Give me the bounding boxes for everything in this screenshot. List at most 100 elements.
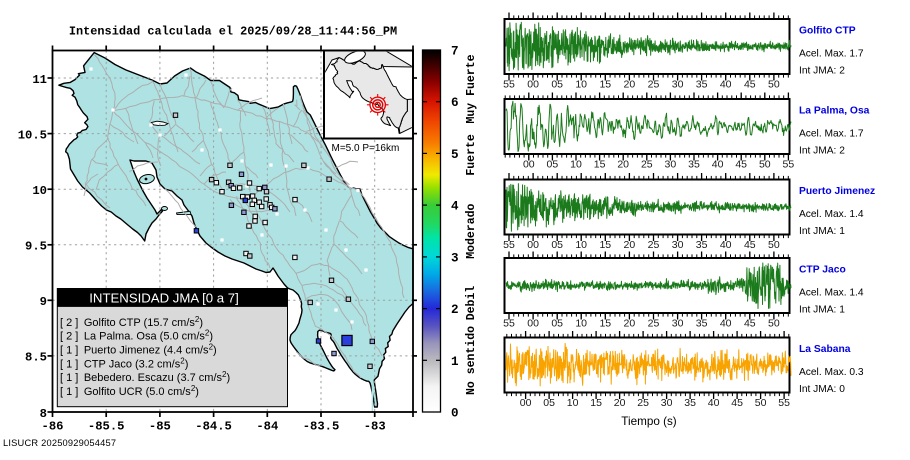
svg-text:55: 55 xyxy=(503,318,515,330)
svg-text:3: 3 xyxy=(451,251,459,265)
svg-text:La Sabana: La Sabana xyxy=(799,344,851,355)
svg-text:Int JMA: 2: Int JMA: 2 xyxy=(799,145,845,156)
svg-text:25: 25 xyxy=(637,397,649,409)
svg-text:30: 30 xyxy=(665,159,677,171)
svg-text:25: 25 xyxy=(641,159,653,171)
svg-text:Muy Fuerte: Muy Fuerte xyxy=(465,54,478,123)
svg-text:Golfito CTP: Golfito CTP xyxy=(799,25,856,36)
svg-text:05: 05 xyxy=(551,79,563,91)
svg-text:50: 50 xyxy=(755,397,767,409)
svg-text:Acel. Max. 1.4: Acel. Max. 1.4 xyxy=(799,288,864,299)
svg-text:45: 45 xyxy=(731,397,743,409)
svg-text:-86: -86 xyxy=(42,420,64,434)
svg-text:-83: -83 xyxy=(364,420,386,434)
svg-text:Int JMA: 1: Int JMA: 1 xyxy=(799,304,845,315)
svg-text:20: 20 xyxy=(617,159,629,171)
svg-text:-84.5: -84.5 xyxy=(195,420,232,434)
svg-text:0: 0 xyxy=(451,407,459,421)
svg-text:45: 45 xyxy=(735,159,747,171)
svg-text:50: 50 xyxy=(768,79,780,91)
svg-text:[ 1 ] Bebedero. Escazu (3.7 cm: [ 1 ] Bebedero. Escazu (3.7 cm/s2) xyxy=(60,370,230,384)
svg-text:20: 20 xyxy=(624,318,636,330)
svg-text:40: 40 xyxy=(708,397,720,409)
svg-text:25: 25 xyxy=(648,318,660,330)
svg-text:00: 00 xyxy=(520,397,532,409)
svg-text:05: 05 xyxy=(551,239,563,251)
svg-text:50: 50 xyxy=(759,159,771,171)
svg-text:8: 8 xyxy=(40,407,47,421)
svg-text:Fuerte: Fuerte xyxy=(465,134,478,176)
svg-text:10: 10 xyxy=(567,397,579,409)
svg-text:35: 35 xyxy=(696,318,708,330)
svg-text:5: 5 xyxy=(451,148,459,162)
svg-text:7: 7 xyxy=(451,45,459,59)
svg-text:10: 10 xyxy=(575,318,587,330)
svg-text:Tiempo (s): Tiempo (s) xyxy=(621,415,677,428)
svg-text:15: 15 xyxy=(599,79,611,91)
svg-text:00: 00 xyxy=(527,79,539,91)
svg-text:No sentido: No sentido xyxy=(465,326,478,395)
svg-text:30: 30 xyxy=(672,318,684,330)
svg-text:9: 9 xyxy=(40,295,47,309)
svg-text:05: 05 xyxy=(547,159,559,171)
svg-text:40: 40 xyxy=(720,239,732,251)
svg-text:6: 6 xyxy=(451,96,459,110)
svg-text:[ 1 ] Puerto Jimenez (4.4 cm/s: [ 1 ] Puerto Jimenez (4.4 cm/s2) xyxy=(60,343,217,357)
svg-text:15: 15 xyxy=(599,239,611,251)
svg-text:Acel. Max. 1.7: Acel. Max. 1.7 xyxy=(799,49,864,60)
svg-text:10: 10 xyxy=(570,159,582,171)
svg-text:-85: -85 xyxy=(149,420,171,434)
svg-text:40: 40 xyxy=(720,79,732,91)
svg-text:[ 2 ] La Palma. Osa (5.0 cm/s2: [ 2 ] La Palma. Osa (5.0 cm/s2) xyxy=(60,329,213,343)
svg-text:-84: -84 xyxy=(256,420,278,434)
svg-text:20: 20 xyxy=(614,397,626,409)
svg-text:Int JMA: 2: Int JMA: 2 xyxy=(799,65,845,76)
svg-text:40: 40 xyxy=(720,318,732,330)
svg-text:00: 00 xyxy=(527,318,539,330)
svg-text:50: 50 xyxy=(768,239,780,251)
svg-text:35: 35 xyxy=(688,159,700,171)
svg-text:10: 10 xyxy=(575,79,587,91)
svg-text:20: 20 xyxy=(624,239,636,251)
svg-text:35: 35 xyxy=(684,397,696,409)
svg-text:Acel. Max. 1.4: Acel. Max. 1.4 xyxy=(799,209,864,220)
svg-text:45: 45 xyxy=(744,318,756,330)
svg-text:CTP Jaco: CTP Jaco xyxy=(799,264,846,275)
svg-text:35: 35 xyxy=(696,239,708,251)
svg-text:Intensidad calculada el 2025/0: Intensidad calculada el 2025/09/28_11:44… xyxy=(69,25,397,39)
svg-text:15: 15 xyxy=(590,397,602,409)
svg-text:-85.5: -85.5 xyxy=(88,420,125,434)
svg-text:10: 10 xyxy=(32,184,47,198)
svg-text:[ 2 ] Golfito CTP (15.7 cm/s2): [ 2 ] Golfito CTP (15.7 cm/s2) xyxy=(60,315,203,329)
svg-text:45: 45 xyxy=(744,79,756,91)
svg-text:35: 35 xyxy=(696,79,708,91)
svg-text:LISUCR 20250929054457: LISUCR 20250929054457 xyxy=(3,438,116,448)
svg-text:30: 30 xyxy=(672,239,684,251)
svg-text:45: 45 xyxy=(744,239,756,251)
svg-text:55: 55 xyxy=(783,159,795,171)
svg-text:00: 00 xyxy=(523,159,535,171)
svg-text:30: 30 xyxy=(672,79,684,91)
svg-text:50: 50 xyxy=(768,318,780,330)
svg-text:15: 15 xyxy=(594,159,606,171)
svg-text:05: 05 xyxy=(543,397,555,409)
svg-text:25: 25 xyxy=(648,79,660,91)
svg-text:20: 20 xyxy=(624,79,636,91)
svg-text:55: 55 xyxy=(503,239,515,251)
svg-text:Int JMA: 1: Int JMA: 1 xyxy=(799,226,845,237)
svg-text:La Palma, Osa: La Palma, Osa xyxy=(799,105,870,116)
svg-text:[ 1 ] Golfito UCR (5.0 cm/s2): [ 1 ] Golfito UCR (5.0 cm/s2) xyxy=(60,384,199,398)
svg-text:2: 2 xyxy=(451,303,459,317)
svg-text:[ 1 ] CTP Jaco (3.2 cm/s2): [ 1 ] CTP Jaco (3.2 cm/s2) xyxy=(60,356,188,370)
svg-text:00: 00 xyxy=(527,239,539,251)
svg-text:10: 10 xyxy=(575,239,587,251)
svg-text:9.5: 9.5 xyxy=(25,240,47,254)
svg-text:55: 55 xyxy=(503,79,515,91)
svg-text:Moderado: Moderado xyxy=(465,204,478,259)
svg-text:55: 55 xyxy=(778,397,790,409)
svg-text:30: 30 xyxy=(661,397,673,409)
svg-text:Int JMA: 0: Int JMA: 0 xyxy=(799,384,845,395)
svg-text:05: 05 xyxy=(551,318,563,330)
svg-text:Puerto Jimenez: Puerto Jimenez xyxy=(799,186,875,197)
svg-text:8.5: 8.5 xyxy=(25,351,47,365)
